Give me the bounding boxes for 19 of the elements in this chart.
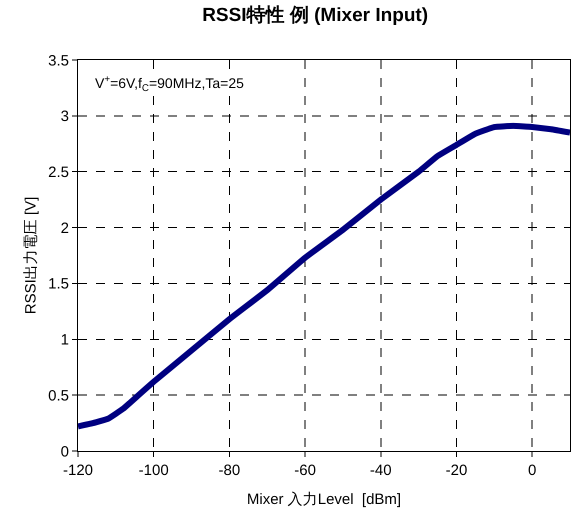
x-tick-label: -20 [446, 462, 468, 479]
chart-title: RSSI特性 例 (Mixer Input) [202, 5, 428, 26]
y-tick-label: 1 [60, 332, 69, 349]
annotation: V$^{+}$=6V,f$_{C}$=90MHz,Ta=25 [95, 74, 244, 94]
y-tick-label: 3.5 [48, 52, 69, 70]
y-axis-title: RSSI出力電圧 [V] [22, 196, 40, 314]
x-tick-label: -80 [218, 462, 240, 479]
y-tick-label: 1.5 [48, 276, 69, 293]
x-tick-label: -120 [62, 462, 94, 479]
x-axis-title: Mixer 入力Level [dBm] [246, 491, 402, 508]
y-tick-label: 3 [60, 108, 69, 126]
y-tick-label: 0 [60, 443, 69, 460]
x-tick-label: -40 [370, 462, 392, 479]
x-tick-label: -60 [294, 462, 316, 479]
y-tick-label: 2 [60, 220, 69, 237]
x-tick-label: 0 [528, 462, 536, 479]
x-tick-label: -100 [138, 462, 169, 479]
y-tick-label: 2.5 [48, 164, 69, 181]
y-tick-label: 0.5 [48, 387, 69, 404]
